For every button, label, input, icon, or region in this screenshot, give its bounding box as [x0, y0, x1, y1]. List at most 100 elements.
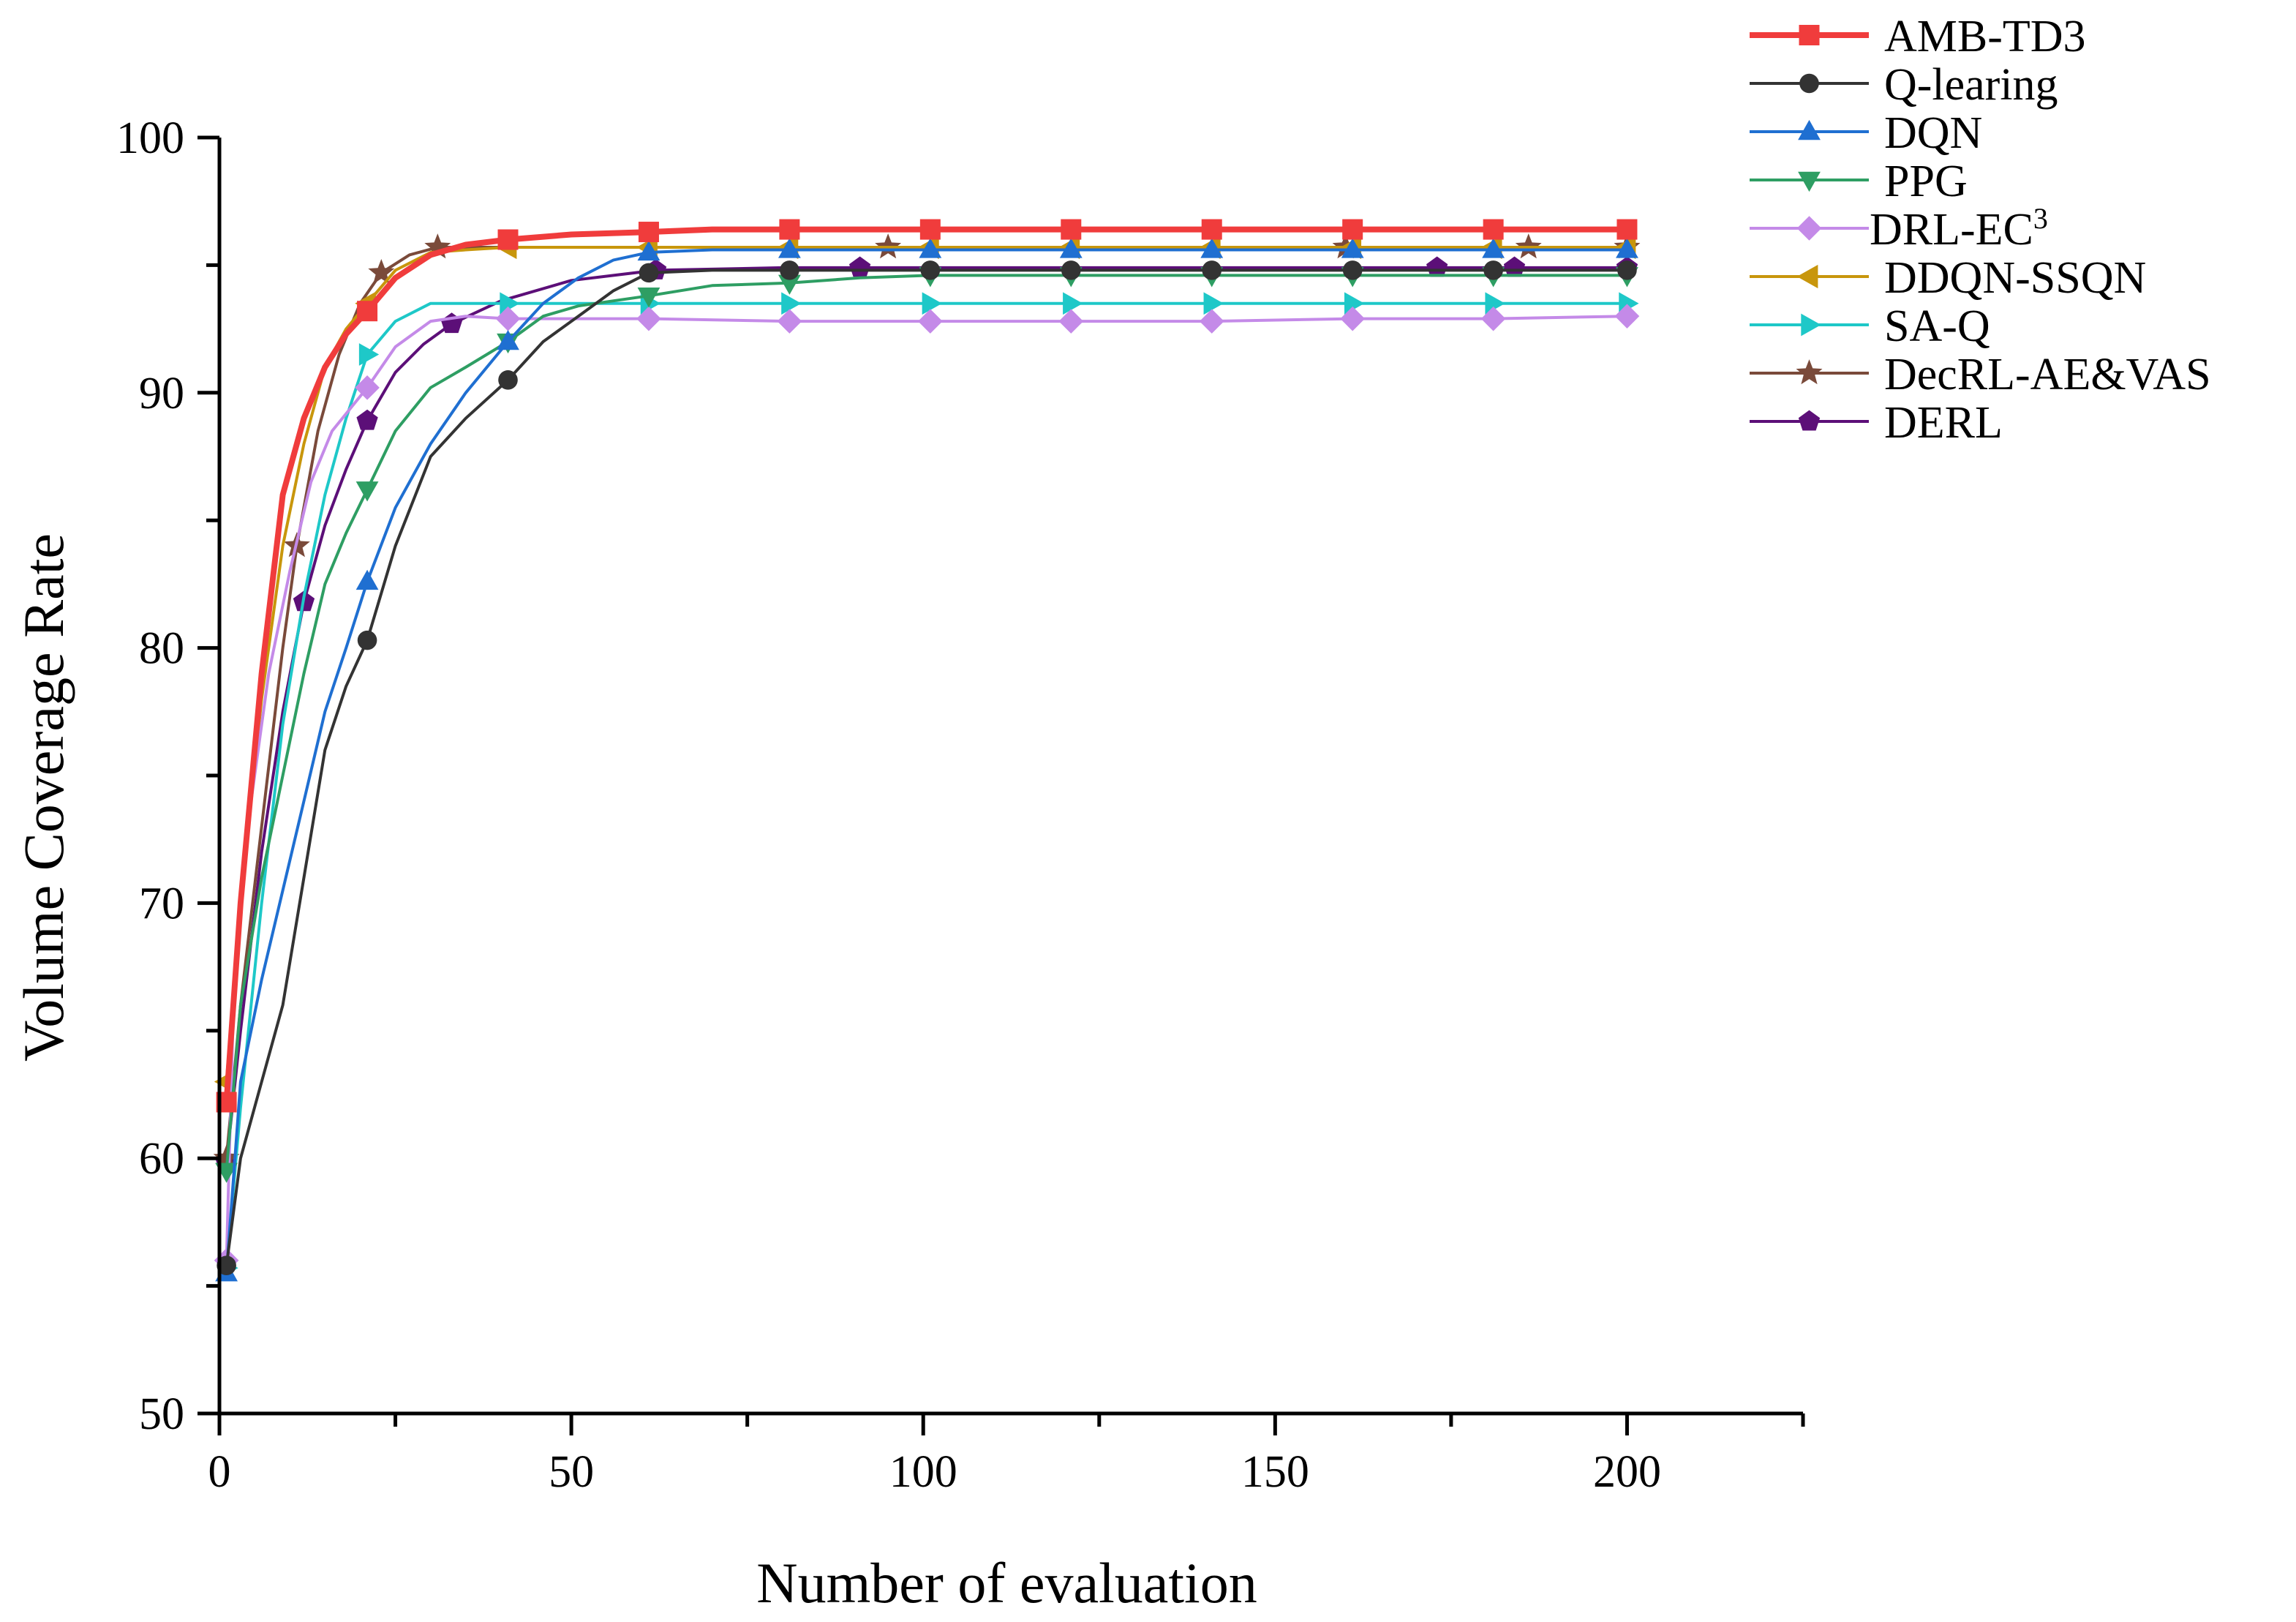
data-point-q-learing	[780, 260, 799, 280]
series-q-learing	[217, 260, 1637, 1275]
legend-marker	[1801, 313, 1821, 337]
data-point-amb-td3	[1616, 219, 1638, 240]
series-ppg	[215, 267, 1638, 1183]
y-tick-label: 90	[139, 369, 184, 418]
legend-label: SA-Q	[1884, 301, 1990, 351]
legend-marker	[1799, 25, 1820, 45]
legend-entry-decrl-ae-vas: DecRL-AE&VAS	[1750, 350, 2211, 399]
data-point-dqn	[355, 569, 379, 590]
data-point-amb-td3	[1201, 219, 1222, 240]
x-tick-label: 0	[208, 1447, 231, 1497]
data-point-q-learing	[1202, 260, 1222, 280]
data-point-drl-ec	[777, 309, 802, 334]
data-point-amb-td3	[638, 222, 659, 243]
data-point-derl	[848, 256, 871, 277]
legend-marker	[1798, 171, 1821, 192]
data-point-drl-ec	[1614, 304, 1640, 328]
legend-marker	[1796, 359, 1823, 385]
legend-label: DDQN-SSQN	[1884, 253, 2146, 303]
series-layer	[213, 219, 1641, 1282]
data-point-drl-ec	[495, 306, 521, 331]
series-line-sa-q	[225, 301, 1629, 1270]
data-point-q-learing	[920, 260, 941, 280]
legend-entry-dqn: DQN	[1750, 108, 1982, 158]
data-point-q-learing	[498, 370, 518, 390]
series-dqn	[215, 238, 1638, 1282]
x-tick-label: 200	[1593, 1447, 1661, 1497]
data-point-sa-q	[1203, 292, 1224, 315]
x-tick-label: 150	[1241, 1447, 1309, 1497]
data-point-drl-ec	[1480, 306, 1506, 331]
legend-label: DRL-EC3	[1870, 202, 2048, 255]
y-axis-ticks: 50 60 70 80 90 100	[116, 113, 219, 1439]
data-point-dqn	[1482, 238, 1505, 258]
y-tick-label: 70	[139, 879, 184, 928]
legend-label: Q-learing	[1884, 60, 2058, 110]
data-point-sa-q	[358, 343, 380, 366]
data-point-q-learing	[1061, 260, 1081, 280]
data-point-derl	[1503, 256, 1526, 277]
series-line-derl	[225, 266, 1629, 1165]
series-derl	[215, 256, 1638, 1173]
data-point-amb-td3	[919, 219, 941, 240]
y-tick-label: 80	[139, 624, 184, 674]
data-point-dqn	[919, 238, 942, 258]
legend-label: PPG	[1884, 157, 1968, 206]
data-point-derl	[356, 409, 378, 430]
legend-entry-derl: DERL	[1750, 398, 2003, 448]
series-line-q-learing	[225, 269, 1629, 1267]
data-point-dqn	[778, 238, 801, 258]
series-ddqn-ssqn	[214, 235, 1636, 1094]
y-tick-label: 60	[139, 1134, 184, 1184]
data-point-dqn	[1341, 238, 1364, 258]
data-point-ppg	[637, 288, 660, 308]
legend-marker	[1798, 410, 1821, 431]
series-line-ppg	[225, 274, 1629, 1173]
data-point-drl-ec	[918, 309, 943, 334]
x-tick-label: 50	[549, 1447, 594, 1497]
data-point-sa-q	[1063, 292, 1083, 315]
data-point-dqn	[497, 329, 519, 350]
data-point-amb-td3	[497, 229, 519, 250]
series-line-dqn	[225, 248, 1629, 1275]
legend-label: AMB-TD3	[1884, 12, 2086, 61]
data-point-drl-ec	[355, 375, 380, 400]
data-point-decrl-ae-vas	[368, 258, 395, 285]
data-point-dqn	[637, 240, 660, 261]
data-point-amb-td3	[1342, 219, 1363, 240]
data-point-drl-ec	[636, 306, 661, 331]
legend: AMB-TD3Q-learingDQNPPGDRL-EC3DDQN-SSQNSA…	[1750, 12, 2211, 448]
series-line-drl-ec	[225, 315, 1629, 1262]
x-tick-label: 100	[889, 1447, 957, 1497]
data-point-q-learing	[217, 1255, 236, 1275]
data-point-amb-td3	[1483, 219, 1504, 240]
data-point-sa-q	[781, 292, 802, 315]
data-point-q-learing	[1342, 260, 1363, 280]
legend-entry-drl-ec: DRL-EC3	[1750, 202, 2048, 255]
data-point-sa-q	[922, 292, 942, 315]
data-point-derl	[1426, 256, 1448, 277]
data-point-drl-ec	[1199, 309, 1224, 334]
data-point-sa-q	[500, 292, 520, 315]
data-point-amb-td3	[1061, 219, 1082, 240]
legend-entry-sa-q: SA-Q	[1750, 301, 1990, 351]
legend-marker	[1798, 119, 1821, 140]
y-tick-label: 50	[139, 1389, 184, 1439]
series-sa-q	[218, 292, 1639, 1280]
data-point-ppg	[355, 481, 379, 502]
series-line-ddqn-ssqn	[225, 246, 1629, 1084]
data-point-sa-q	[1344, 292, 1365, 315]
series-line-amb-td3	[223, 226, 1630, 1105]
legend-label: DERL	[1884, 398, 2003, 448]
series-amb-td3	[216, 219, 1638, 1113]
legend-marker	[1796, 216, 1822, 241]
data-point-drl-ec	[1058, 309, 1084, 334]
data-point-q-learing	[1617, 260, 1637, 280]
data-point-derl	[440, 312, 463, 334]
data-point-dqn	[1059, 238, 1083, 258]
data-point-decrl-ae-vas	[424, 233, 451, 259]
y-tick-label: 100	[116, 113, 184, 163]
data-point-ppg	[778, 274, 801, 295]
legend-marker	[1799, 73, 1819, 94]
